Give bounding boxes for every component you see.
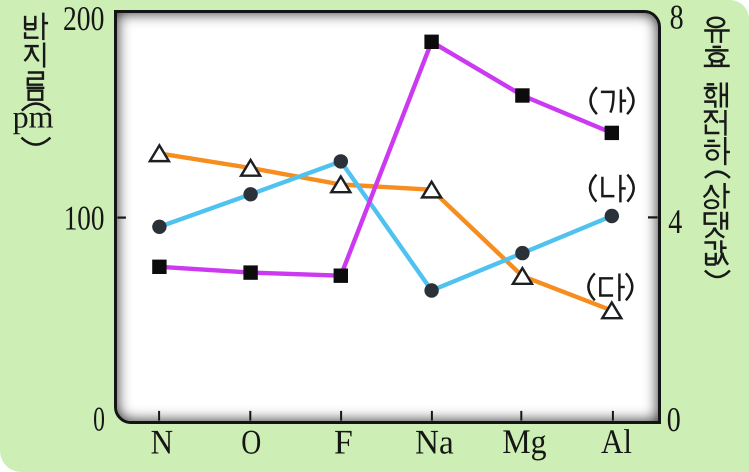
svg-text:F: F <box>334 423 353 461</box>
svg-text:8: 8 <box>670 0 684 36</box>
svg-text:N: N <box>151 424 174 462</box>
svg-text:0: 0 <box>93 401 105 439</box>
svg-text:200: 200 <box>63 0 104 38</box>
svg-text:100: 100 <box>64 200 105 238</box>
svg-text:Al: Al <box>601 423 632 461</box>
svg-text:Mg: Mg <box>502 423 546 461</box>
svg-text:pm: pm <box>13 99 54 134</box>
svg-text:0: 0 <box>667 401 681 439</box>
svg-text:4: 4 <box>668 203 682 241</box>
svg-text:O: O <box>241 424 261 462</box>
svg-text:Na: Na <box>415 423 454 461</box>
